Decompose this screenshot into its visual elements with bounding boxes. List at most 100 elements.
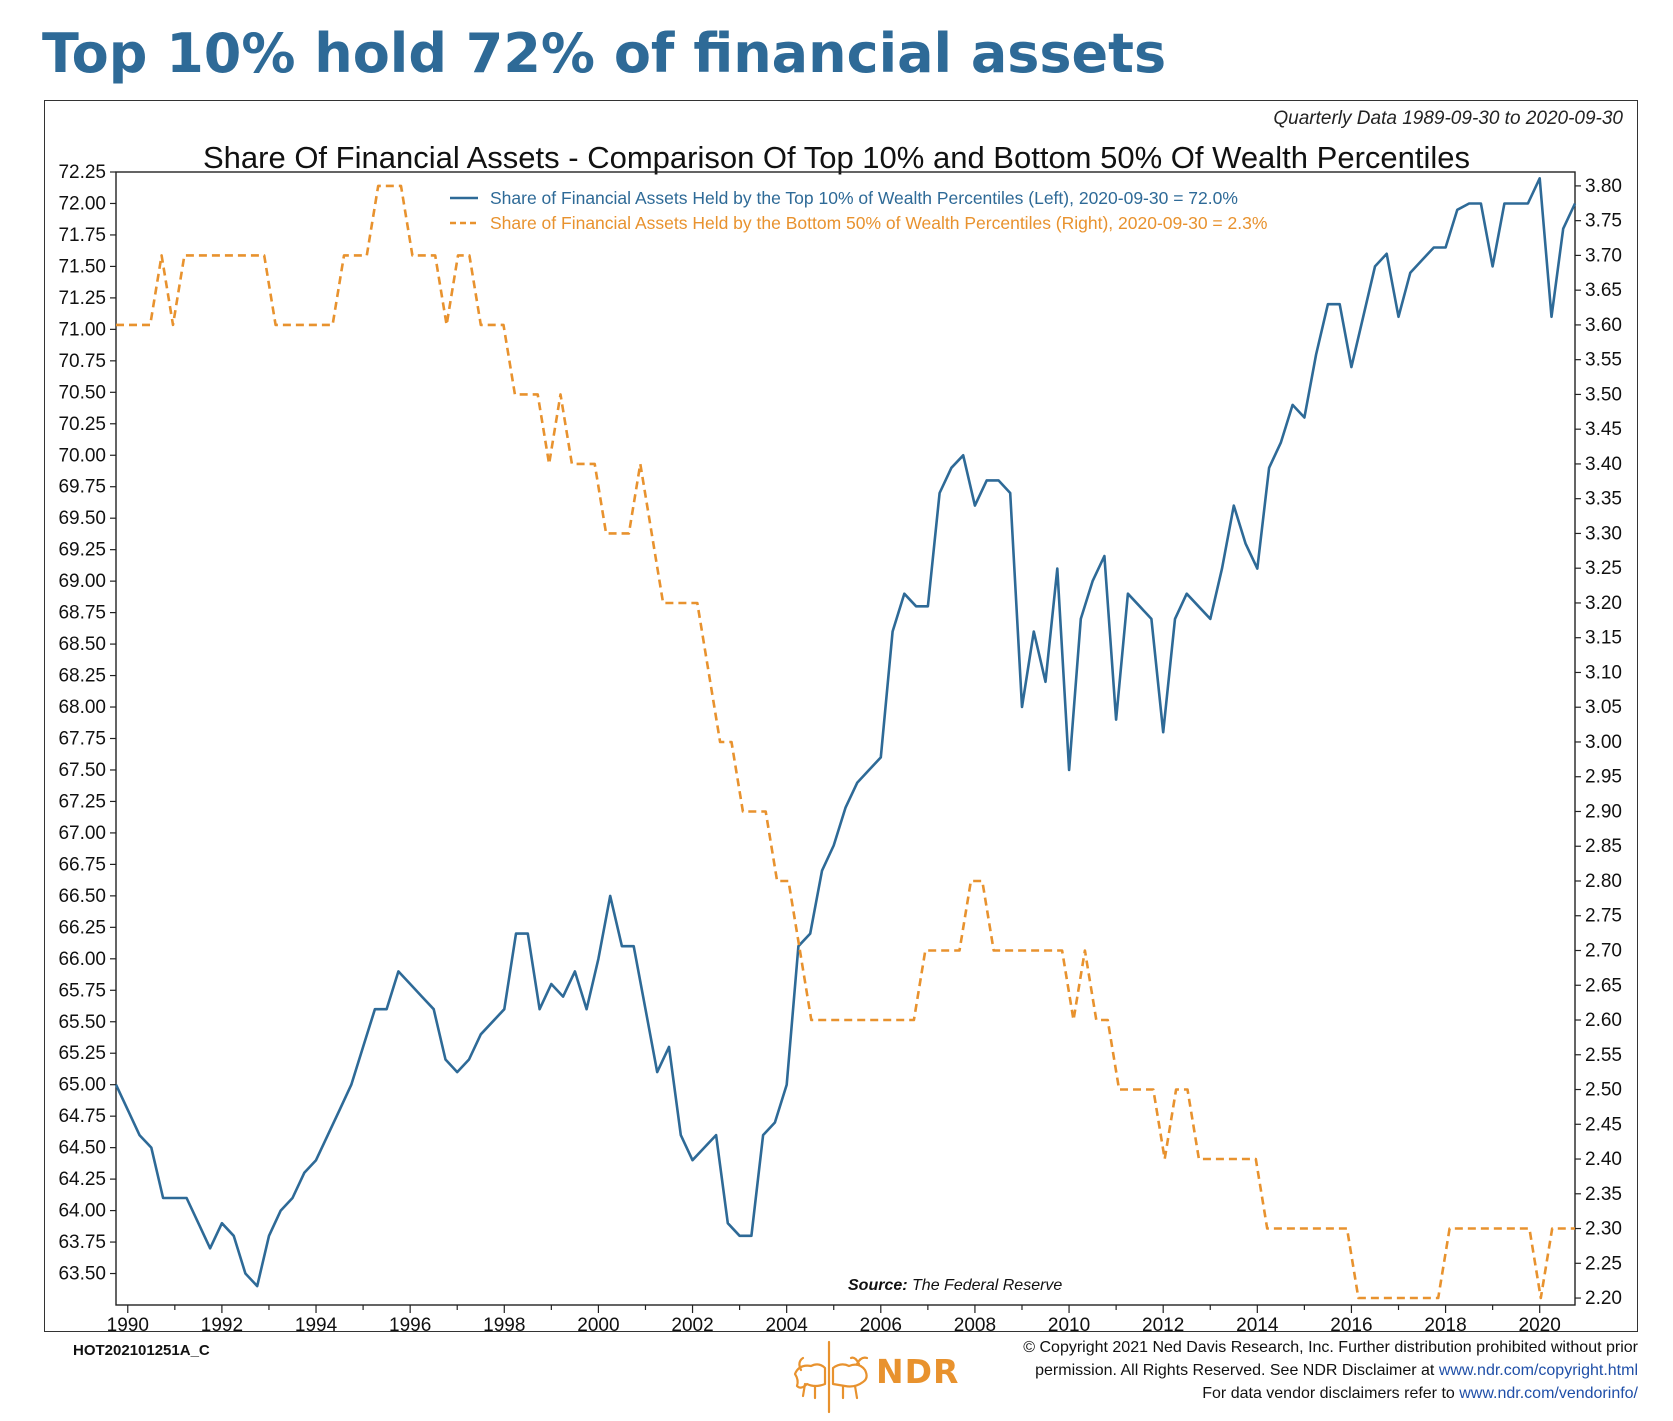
x-axis-tick-label: 2016 [1330,1315,1372,1336]
left-axis-tick-label: 70.50 [58,382,106,403]
x-axis-tick-label: 2020 [1519,1315,1561,1336]
source-label: Source: [848,1277,908,1294]
left-axis-tick-label: 69.00 [58,571,106,592]
right-axis-tick-label: 2.30 [1585,1219,1622,1240]
left-axis-tick-label: 68.00 [58,697,106,718]
left-axis-tick-label: 66.25 [58,917,106,938]
right-axis-tick-label: 2.95 [1585,767,1622,788]
x-axis-tick-label: 1996 [389,1315,431,1336]
x-axis-tick-label: 2010 [1048,1315,1090,1336]
left-axis-tick-label: 69.75 [58,477,106,498]
x-axis-tick-label: 2012 [1142,1315,1184,1336]
left-axis-tick-label: 69.50 [58,508,106,529]
left-axis-tick-label: 67.00 [58,823,106,844]
left-axis-tick-label: 64.50 [58,1138,106,1159]
left-axis-tick-label: 65.00 [58,1075,106,1096]
left-axis-tick-label: 68.25 [58,666,106,687]
left-axis-tick-label: 71.50 [58,256,106,277]
headline: Top 10% hold 72% of financial assets [42,22,1167,85]
left-axis-tick-label: 72.25 [58,162,106,183]
right-axis-tick-label: 2.35 [1585,1184,1622,1205]
left-axis-tick-label: 68.75 [58,603,106,624]
top-10-series-line [114,177,1577,1288]
right-axis-tick-label: 2.65 [1585,975,1622,996]
right-axis-tick-label: 2.70 [1585,941,1622,962]
chart-frame [44,100,1638,1332]
legend-label-top-10: Share of Financial Assets Held by the To… [490,188,1238,208]
left-axis-tick-label: 69.25 [58,540,106,561]
right-axis-tick-label: 3.75 [1585,211,1622,232]
left-axis-tick-label: 70.00 [58,445,106,466]
vendor-info-link[interactable]: www.ndr.com/vendorinfo/ [1459,1385,1638,1402]
bull-bear-logo-icon [793,1340,869,1414]
left-axis-tick-label: 63.50 [58,1264,106,1285]
x-axis-tick-label: 1998 [483,1315,525,1336]
right-axis-tick-label: 3.55 [1585,350,1622,371]
right-axis-tick-label: 3.50 [1585,384,1622,405]
right-axis-tick-label: 2.55 [1585,1045,1622,1066]
legend-label-bottom-50: Share of Financial Assets Held by the Bo… [490,213,1267,233]
left-axis-tick-label: 71.00 [58,319,106,340]
source-value: The Federal Reserve [912,1277,1063,1294]
right-axis-tick-label: 2.20 [1585,1288,1622,1309]
right-axis-tick-label: 2.45 [1585,1114,1622,1135]
left-axis-tick-label: 64.00 [58,1201,106,1222]
left-axis-tick-label: 63.75 [58,1232,106,1253]
x-axis-tick-label: 2014 [1236,1315,1279,1336]
right-axis-tick-label: 3.80 [1585,176,1622,197]
right-axis-tick-label: 2.85 [1585,836,1622,857]
right-axis-tick-label: 3.15 [1585,628,1622,649]
right-axis-tick-label: 3.65 [1585,280,1622,301]
right-axis-tick-label: 3.20 [1585,593,1622,614]
left-axis-tick-label: 72.00 [58,193,106,214]
bottom-50-series-line [116,184,1575,1300]
left-axis-tick-label: 68.50 [58,634,106,655]
x-axis-tick-label: 2002 [671,1315,713,1336]
right-axis-tick-label: 3.25 [1585,558,1622,579]
right-axis-tick-label: 3.30 [1585,523,1622,544]
right-axis-tick-label: 2.50 [1585,1080,1622,1101]
chart-title: Share Of Financial Assets - Comparison O… [202,140,1471,175]
left-axis-tick-label: 65.25 [58,1043,106,1064]
right-axis-tick-label: 2.90 [1585,801,1622,822]
x-axis-tick-label: 1994 [295,1315,338,1336]
left-axis-tick-label: 65.50 [58,1012,106,1033]
left-axis-tick-label: 70.75 [58,351,106,372]
brand-name: NDR [876,1352,960,1391]
data-range-note: Quarterly Data 1989-09-30 to 2020-09-30 [1273,108,1623,129]
left-axis-tick-label: 67.50 [58,760,106,781]
x-axis-tick-label: 2006 [860,1315,902,1336]
left-axis-tick-label: 66.50 [58,886,106,907]
right-axis-tick-label: 3.40 [1585,454,1622,475]
right-axis-tick-label: 2.60 [1585,1010,1622,1031]
copyright-line-1: © Copyright 2021 Ned Davis Research, Inc… [1023,1339,1638,1356]
copyright-line-3-text: For data vendor disclaimers refer to [1202,1385,1460,1402]
copyright-line-3: For data vendor disclaimers refer to www… [1023,1382,1638,1405]
left-axis-tick-label: 71.75 [58,225,106,246]
left-axis-tick-label: 65.75 [58,980,106,1001]
left-axis-tick-label: 67.75 [58,729,106,750]
x-axis-tick-label: 1992 [201,1315,243,1336]
left-axis-tick-label: 64.75 [58,1106,106,1127]
right-axis-tick-label: 2.25 [1585,1253,1622,1274]
right-axis-tick-label: 3.60 [1585,315,1622,336]
x-axis-tick-label: 1990 [107,1315,149,1336]
right-axis-tick-label: 3.00 [1585,732,1622,753]
x-axis-tick-label: 2000 [577,1315,619,1336]
left-axis-tick-label: 71.25 [58,288,106,309]
left-axis-tick-label: 66.75 [58,854,106,875]
right-axis-tick-label: 2.40 [1585,1149,1622,1170]
copyright-line-2: permission. All Rights Reserved. See NDR… [1023,1359,1638,1382]
copyright-link[interactable]: www.ndr.com/copyright.html [1438,1362,1638,1379]
left-axis-tick-label: 64.25 [58,1169,106,1190]
chart-code: HOT202101251A_C [73,1342,210,1359]
copyright-line-2-text: permission. All Rights Reserved. See NDR… [1035,1362,1439,1379]
right-axis-tick-label: 2.80 [1585,871,1622,892]
x-axis-tick-label: 2008 [954,1315,996,1336]
right-axis-tick-label: 3.10 [1585,662,1622,683]
right-axis-tick-label: 3.35 [1585,489,1622,510]
left-axis-tick-label: 66.00 [58,949,106,970]
x-axis-tick-label: 2004 [766,1315,809,1336]
right-axis-tick-label: 3.70 [1585,245,1622,266]
